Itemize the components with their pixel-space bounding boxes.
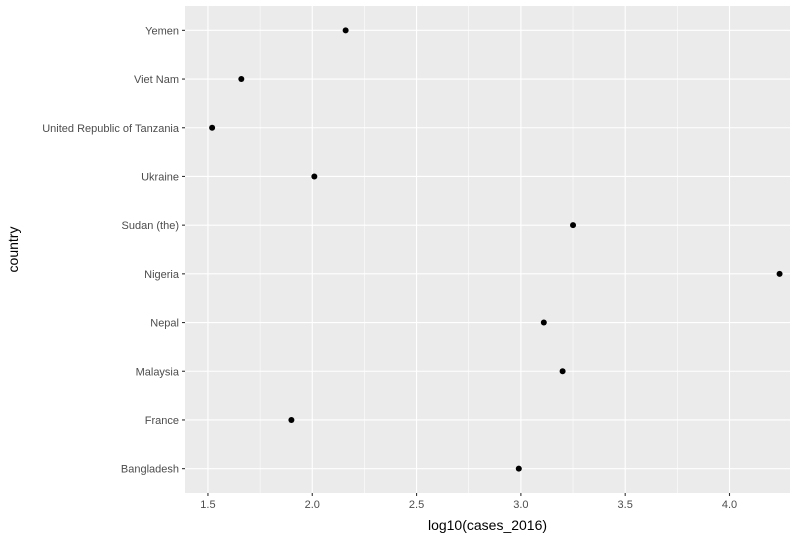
data-point <box>776 270 783 277</box>
plot-panel <box>185 6 790 493</box>
y-tick-label: Nepal <box>150 318 179 330</box>
y-tick-label: Nigeria <box>144 269 180 281</box>
y-tick-label: Yemen <box>145 25 179 37</box>
x-tick-label: 3.5 <box>618 499 633 511</box>
data-point <box>570 222 577 229</box>
data-point <box>515 465 522 472</box>
x-tick-label: 4.0 <box>722 499 737 511</box>
y-tick-label: Viet Nam <box>134 74 179 86</box>
data-points <box>209 27 783 472</box>
data-point <box>288 416 295 423</box>
x-axis: 1.5 2.0 2.5 3.0 3.5 4.0 <box>200 493 737 511</box>
x-tick-label: 2.0 <box>305 499 320 511</box>
y-tick-label: United Republic of Tanzania <box>42 123 180 135</box>
y-axis-title: country <box>5 227 21 273</box>
y-axis: Bangladesh France Malaysia Nepal Nigeria Suda… <box>42 25 185 476</box>
major-gridlines <box>185 6 790 493</box>
y-tick-label: Bangladesh <box>121 464 179 476</box>
data-point <box>342 27 349 34</box>
x-tick-label: 3.0 <box>513 499 528 511</box>
y-tick-label: Ukraine <box>141 171 179 183</box>
data-point <box>209 124 216 131</box>
data-point <box>559 368 566 375</box>
y-tick-label: Sudan (the) <box>122 220 179 232</box>
minor-gridlines <box>259 6 678 493</box>
x-tick-label: 1.5 <box>200 499 215 511</box>
x-tick-label: 2.5 <box>409 499 424 511</box>
data-point <box>311 173 318 180</box>
data-point <box>238 76 245 83</box>
x-axis-title: log10(cases_2016) <box>428 517 547 533</box>
data-point <box>540 319 547 326</box>
y-tick-label: Malaysia <box>136 366 180 378</box>
y-tick-label: France <box>145 415 179 427</box>
